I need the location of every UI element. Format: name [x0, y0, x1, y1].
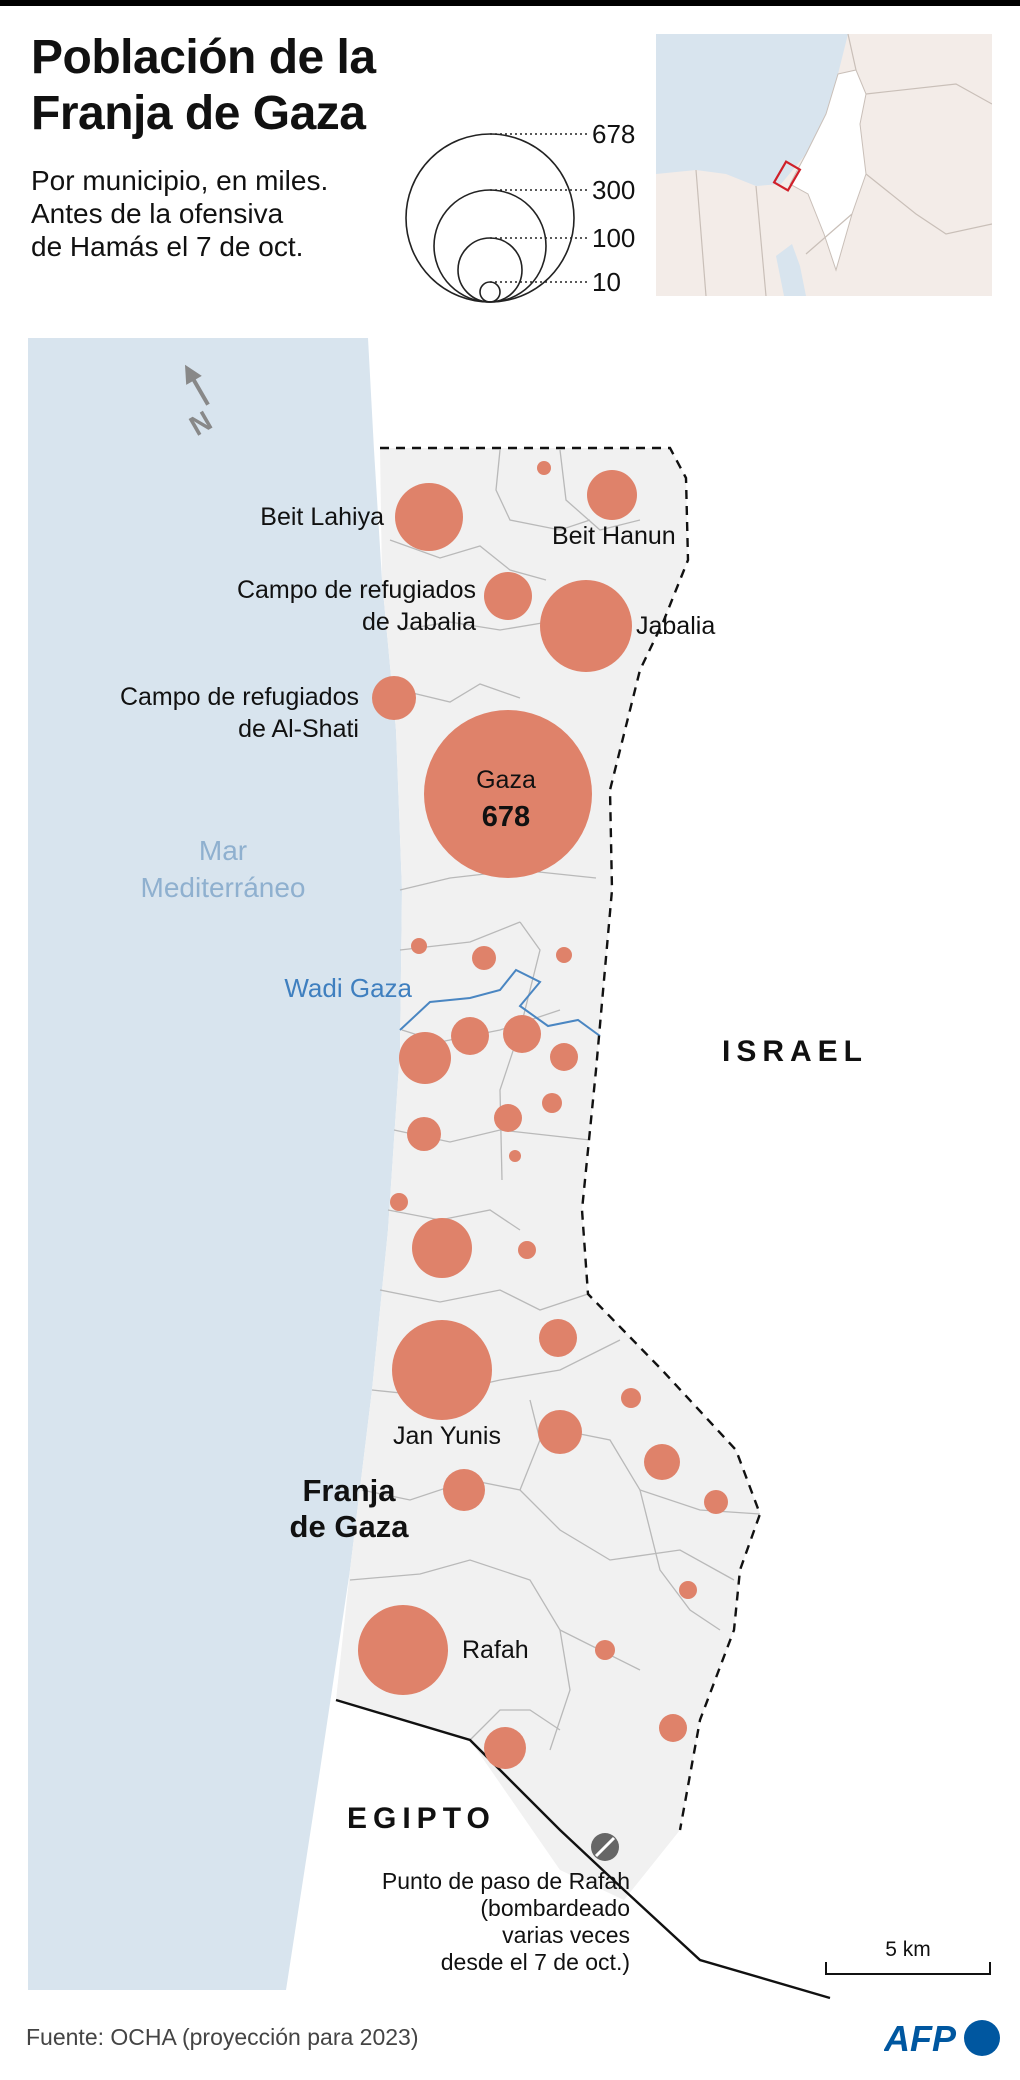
legend-label-300: 300: [592, 175, 635, 205]
legend-label-100: 100: [592, 223, 635, 253]
label-crossing-2: (bombardeado: [480, 1895, 630, 1921]
label-strip-2: de Gaza: [290, 1509, 410, 1544]
label-al-shati-2: de Al-Shati: [238, 715, 359, 743]
top-rule: [0, 0, 1020, 6]
circle-small: [595, 1640, 615, 1660]
legend-label-10: 10: [592, 267, 621, 297]
circle-small: [494, 1104, 522, 1132]
north-arrow: [185, 364, 210, 406]
circle-rafah: [358, 1605, 448, 1695]
label-beit-lahiya: Beit Lahiya: [260, 503, 384, 531]
scale-bar: [825, 1962, 991, 1975]
circle-small: [518, 1241, 536, 1259]
circle-small: [556, 947, 572, 963]
circle-small: [411, 938, 427, 954]
legend-circle-300: [433, 189, 547, 303]
subtitle: Por municipio, en miles. Antes de la ofe…: [31, 164, 391, 263]
inset-red-sea: [776, 244, 806, 296]
label-wadi-gaza: Wadi Gaza: [284, 973, 412, 1003]
size-legend: 678 300 100 10: [405, 119, 635, 303]
circle-small: [704, 1490, 728, 1514]
circle-medium: [399, 1032, 451, 1084]
label-crossing-3: varias veces: [502, 1922, 630, 1948]
label-egipto: EGIPTO: [347, 1802, 496, 1835]
circle-small: [407, 1117, 441, 1151]
circle-small: [542, 1093, 562, 1113]
label-crossing-4: desde el 7 de oct.): [441, 1949, 630, 1975]
circle-gaza: [424, 710, 592, 878]
circle-jan-yunis: [392, 1320, 492, 1420]
inset-sea: [656, 34, 848, 186]
legend-circle-100: [457, 237, 523, 303]
label-sea-1: Mar: [199, 835, 247, 866]
rafah-crossing-icon: [591, 1833, 619, 1861]
population-circles: [358, 461, 728, 1769]
circle-small: [537, 461, 551, 475]
legend-circle-10: [479, 281, 501, 303]
circle-medium: [443, 1469, 485, 1511]
gaza-strip-map: N: [28, 338, 991, 2000]
circle-medium: [503, 1015, 541, 1053]
title-line-1: Población de la: [31, 31, 376, 84]
page-title: Población de la Franja de Gaza: [31, 30, 431, 142]
circle-jabalia: [540, 580, 632, 672]
egypt-border: [335, 1698, 831, 2000]
locator-inset-map: [656, 34, 992, 296]
circle-small: [659, 1714, 687, 1742]
label-al-shati-1: Campo de refugiados: [120, 683, 359, 711]
israel-border: [380, 446, 762, 1831]
label-crossing-1: Punto de paso de Rafah: [382, 1868, 630, 1894]
circle-medium: [644, 1444, 680, 1480]
label-strip-1: Franja: [302, 1473, 396, 1508]
scale-label: 5 km: [885, 1938, 931, 1961]
source-note: Fuente: OCHA (proyección para 2023): [26, 2024, 419, 2050]
wadi-gaza-river: [399, 968, 601, 1037]
circle-beit-hanun: [587, 470, 637, 520]
circle-small: [679, 1581, 697, 1599]
label-jan-yunis: Jan Yunis: [393, 1422, 501, 1450]
subtitle-line-2: Antes de la ofensiva: [31, 198, 284, 229]
label-sea-2: Mediterráneo: [141, 872, 306, 903]
circle-medium: [412, 1218, 472, 1278]
circle-small: [472, 946, 496, 970]
circle-small: [621, 1388, 641, 1408]
circle-beit-lahiya: [395, 483, 463, 551]
label-jabalia-camp-1: Campo de refugiados: [237, 576, 476, 604]
afp-logo-dot-icon: [964, 2020, 1000, 2056]
label-gaza: Gaza: [476, 766, 536, 794]
legend-circle-678: [405, 133, 575, 303]
circle-medium: [538, 1410, 582, 1454]
title-line-2: Franja de Gaza: [31, 87, 366, 140]
legend-label-678: 678: [592, 119, 635, 149]
circle-small: [539, 1319, 577, 1357]
label-jabalia-camp-2: de Jabalia: [362, 608, 476, 636]
mediterranean-sea: [28, 338, 402, 1990]
afp-logo: AFP: [884, 2018, 1000, 2059]
circle-medium: [484, 1727, 526, 1769]
label-rafah: Rafah: [462, 1636, 529, 1664]
label-israel: ISRAEL: [722, 1035, 868, 1068]
circle-small: [390, 1193, 408, 1211]
circle-jabalia-camp: [484, 572, 532, 620]
label-beit-hanun: Beit Hanun: [552, 522, 676, 550]
circle-al-shati: [372, 676, 416, 720]
label-gaza-value: 678: [482, 801, 530, 833]
circle-small: [550, 1043, 578, 1071]
subtitle-line-1: Por municipio, en miles.: [31, 165, 329, 196]
svg-text:AFP: AFP: [884, 2018, 957, 2059]
subtitle-line-3: de Hamás el 7 de oct.: [31, 231, 304, 262]
circle-small: [509, 1150, 521, 1162]
label-jabalia: Jabalia: [636, 612, 715, 640]
circle-medium: [451, 1017, 489, 1055]
inset-gaza-marker: [772, 160, 802, 192]
